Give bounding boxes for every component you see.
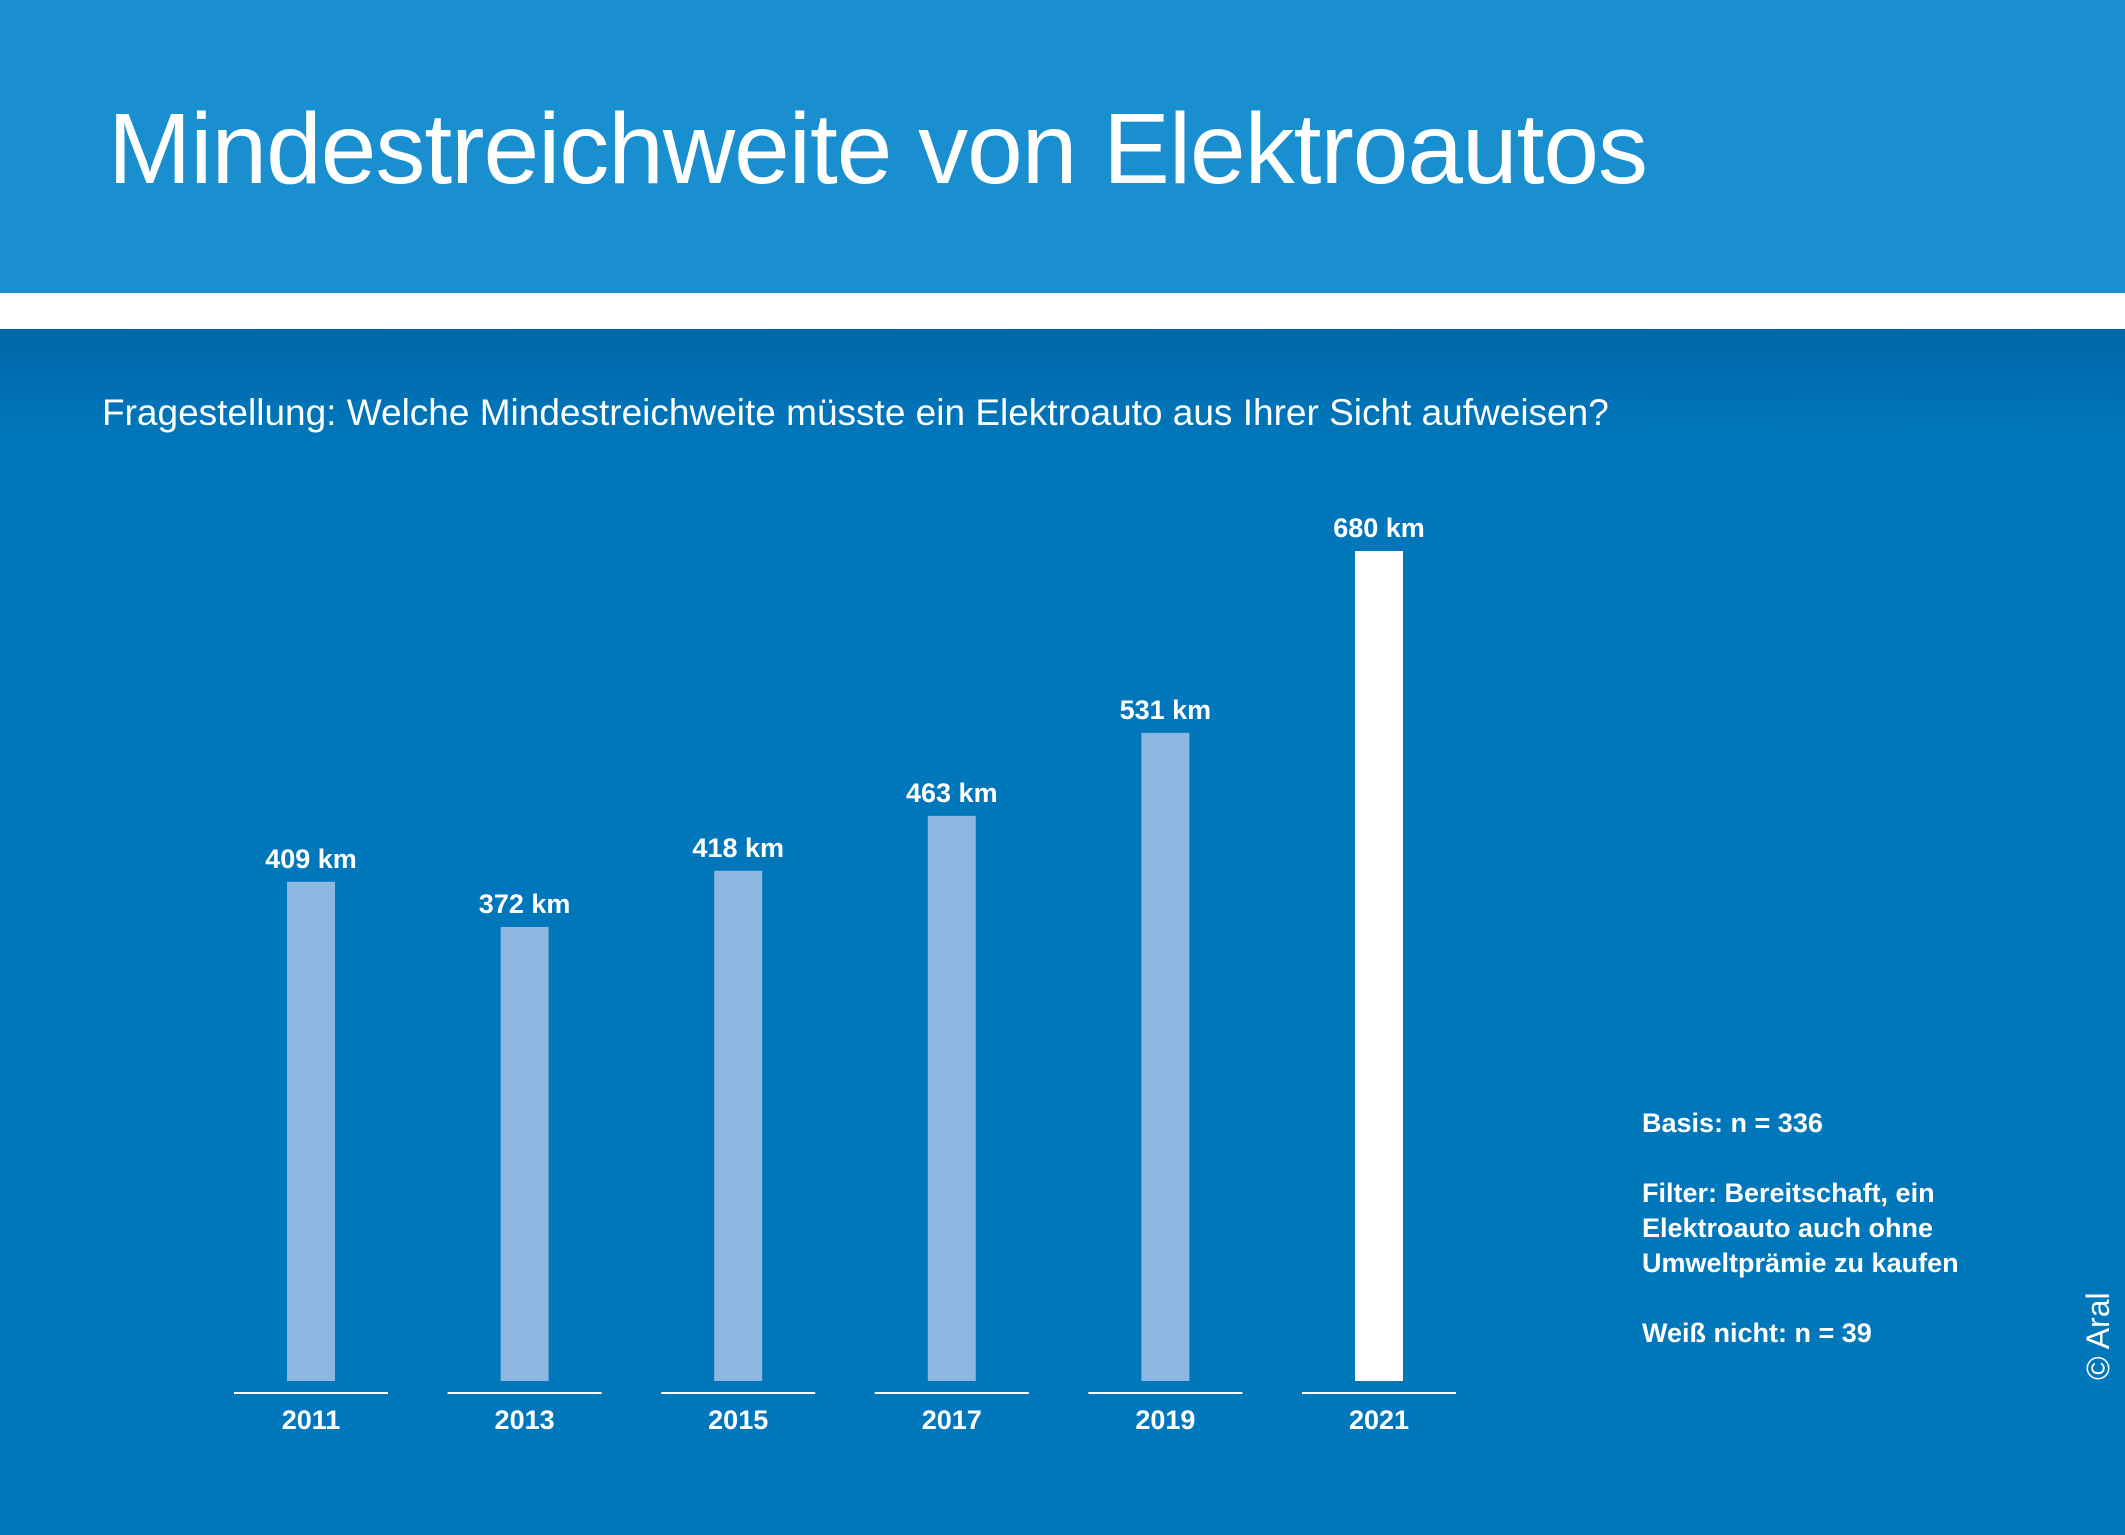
bar-2019 [1141, 732, 1190, 1381]
value-label-2017: 463 km [906, 778, 998, 808]
value-label-2019: 531 km [1120, 695, 1212, 725]
bar-2017 [927, 815, 976, 1381]
page-title: Mindestreichweite von Elektroautos [108, 93, 1648, 205]
content-area [0, 329, 2125, 1535]
notes-panel: Basis: n = 336 Filter: Bereitschaft, ein… [1642, 1106, 2002, 1351]
year-label-2017: 2017 [922, 1405, 982, 1435]
divider-stripe [0, 293, 2125, 329]
unknown-note: Weiß nicht: n = 39 [1642, 1318, 1872, 1348]
value-label-2021: 680 km [1333, 513, 1425, 543]
basis-note: Basis: n = 336 [1642, 1108, 1823, 1138]
year-label-2021: 2021 [1349, 1405, 1409, 1435]
year-label-2011: 2011 [282, 1405, 341, 1435]
header-band: Mindestreichweite von Elektroautos [0, 0, 2125, 293]
year-label-2013: 2013 [495, 1405, 555, 1435]
value-label-2015: 418 km [692, 833, 784, 863]
year-label-2019: 2019 [1135, 1405, 1195, 1435]
value-label-2013: 372 km [479, 889, 571, 919]
bar-2015 [714, 870, 763, 1381]
bar-2011 [287, 881, 335, 1381]
value-label-2011: 409 km [265, 844, 357, 874]
bar-2013 [500, 926, 549, 1381]
year-label-2015: 2015 [708, 1405, 768, 1435]
filter-note: Filter: Bereitschaft, ein Elektroauto au… [1642, 1178, 1959, 1278]
question-text: Fragestellung: Welche Mindestreichweite … [102, 392, 1609, 433]
copyright-text: © Aral [2080, 1292, 2116, 1380]
bar-2021 [1355, 551, 1403, 1381]
